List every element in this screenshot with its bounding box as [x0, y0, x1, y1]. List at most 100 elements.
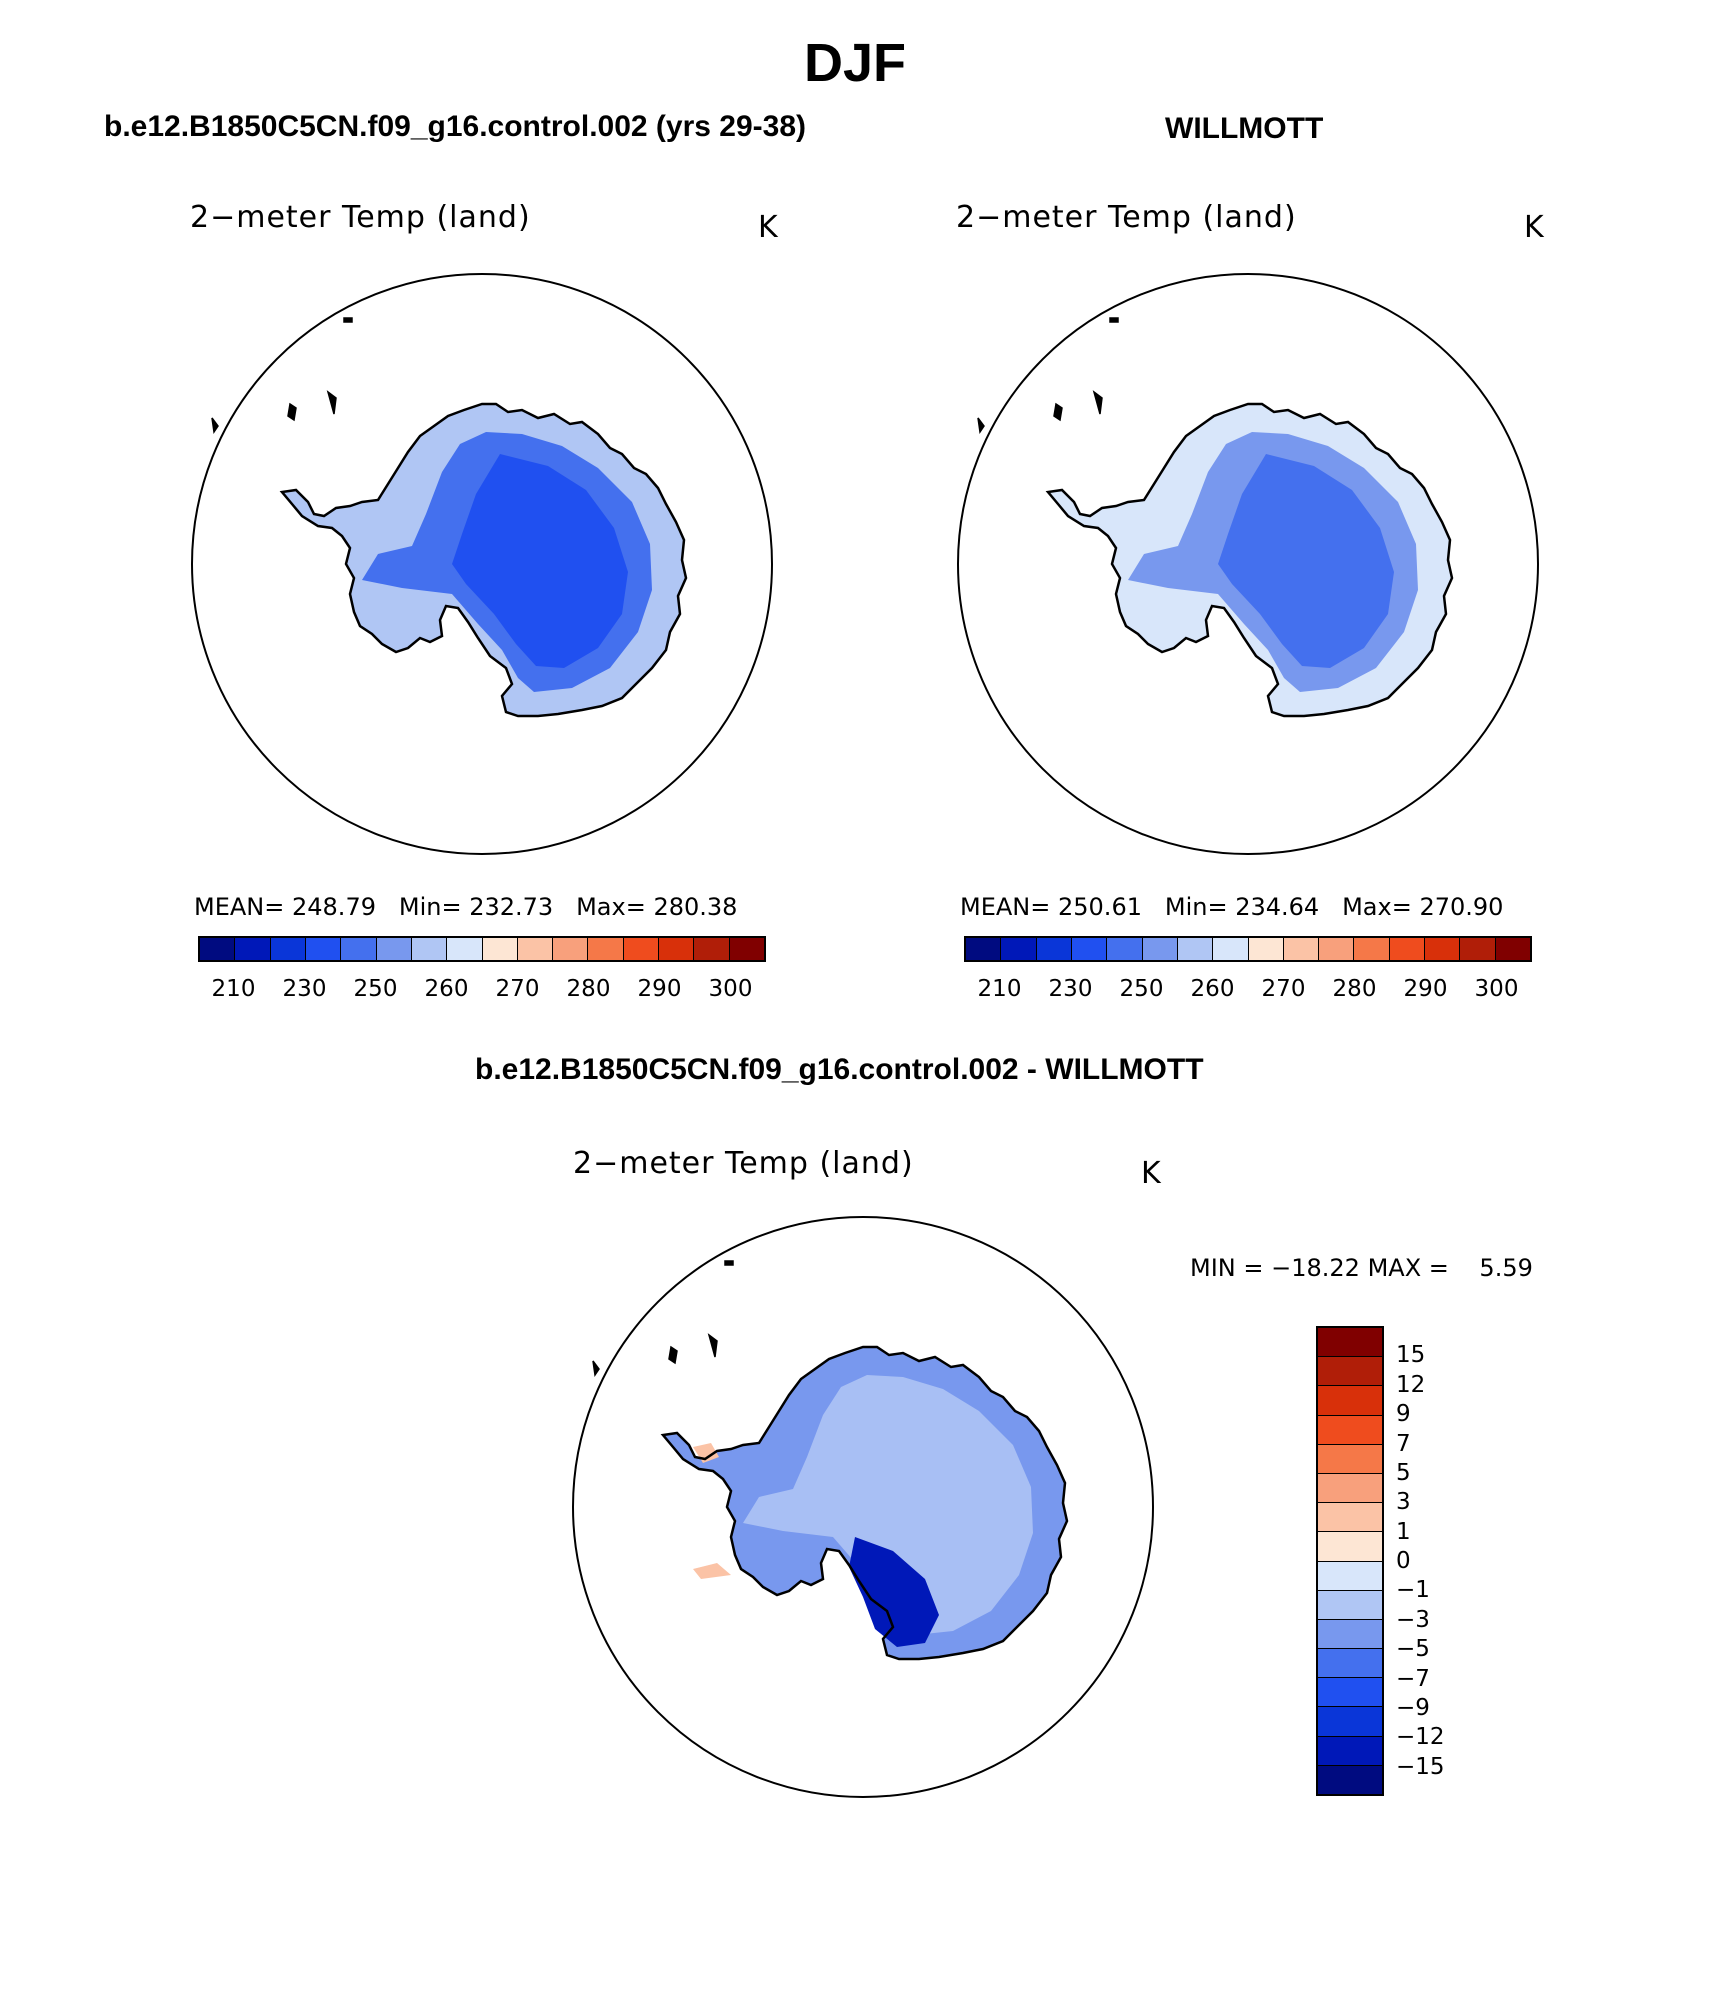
- panel2-colorbar-segment: [1107, 938, 1143, 960]
- panel1-colorbar-segment: [270, 938, 306, 960]
- panel2-min-label: Min=: [1164, 893, 1228, 921]
- panel2-colorbar-segment: [1177, 938, 1214, 960]
- panel3-colorbar-tick-label: 15: [1396, 1342, 1426, 1369]
- panel1-colorbar-tick-label: 290: [637, 976, 682, 1002]
- panel2-colorbar-tick-label: 260: [1190, 976, 1235, 1002]
- panel3-colorbar-segment: [1318, 1415, 1382, 1445]
- panel3-colorbar-segment: [1318, 1561, 1382, 1591]
- panel1-colorbar-segment: [517, 938, 554, 960]
- panel3-colorbar-segment: [1318, 1532, 1382, 1562]
- panel3-colorbar-tick-label: −12: [1396, 1724, 1445, 1751]
- panel3-colorbar-segment: [1318, 1707, 1382, 1737]
- panel2-colorbar: [964, 936, 1532, 962]
- panel2-field-label: 2−meter Temp (land): [956, 200, 1297, 235]
- panel2-colorbar-tick-label: 280: [1332, 976, 1377, 1002]
- panel2-colorbar-segment: [1213, 938, 1249, 960]
- panel3-colorbar-segment: [1318, 1765, 1382, 1794]
- panel3-colorbar-tick-label: −9: [1396, 1694, 1430, 1721]
- panel2-colorbar-segment: [1425, 938, 1461, 960]
- panel1-colorbar-segment: [482, 938, 518, 960]
- panel1-stats: MEAN= 248.79 Min= 232.73 Max= 280.38: [194, 893, 737, 921]
- panel2-colorbar-tick-label: 250: [1119, 976, 1164, 1002]
- panel3-colorbar-tick-label: 0: [1396, 1548, 1411, 1574]
- panel3-max-label: MAX =: [1367, 1254, 1449, 1282]
- panel3-colorbar-tick-label: −15: [1396, 1753, 1445, 1780]
- panel3-colorbar-tick-label: 12: [1396, 1371, 1426, 1398]
- panel2-units: K: [1524, 210, 1545, 245]
- panel1-colorbar-tick-label: 300: [708, 976, 753, 1002]
- panel3-colorbar: [1316, 1326, 1384, 1796]
- panel3-colorbar-tick-label: 5: [1396, 1459, 1411, 1486]
- panel2-colorbar-segment: [1389, 938, 1426, 960]
- panel2-colorbar-segment: [1495, 938, 1530, 960]
- panel1-colorbar-segment: [694, 938, 730, 960]
- panel1-colorbar-tick-label: 250: [353, 976, 398, 1002]
- panel3-heading: b.e12.B1850C5CN.f09_g16.control.002 - WI…: [475, 1053, 1204, 1086]
- panel2-min-value: 234.64: [1235, 893, 1320, 921]
- panel3-colorbar-segment: [1318, 1503, 1382, 1533]
- panel1-units: K: [758, 210, 779, 245]
- panel3-min-value: −18.22: [1271, 1254, 1360, 1282]
- panel1-colorbar-segment: [588, 938, 624, 960]
- panel2-colorbar-segment: [1071, 938, 1108, 960]
- figure-title: DJF: [803, 33, 906, 93]
- panel2-colorbar-ticks: 210 230 250 260 270 280 290 300: [964, 976, 1532, 1006]
- panel3-colorbar-segment: [1318, 1328, 1382, 1358]
- panel3-colorbar-tick-label: 7: [1396, 1430, 1411, 1457]
- panel1-colorbar-segment: [200, 938, 236, 960]
- panel1-field-label: 2−meter Temp (land): [190, 200, 531, 235]
- panel1-colorbar-segment: [411, 938, 448, 960]
- panel2-colorbar-tick-label: 300: [1474, 976, 1519, 1002]
- panel2-islands: [977, 317, 1119, 435]
- panel2-colorbar-segment: [1283, 938, 1320, 960]
- panel1-colorbar-segment: [305, 938, 342, 960]
- panel2-mean-value: 250.61: [1058, 893, 1142, 921]
- panel1-colorbar-tick-label: 230: [282, 976, 327, 1002]
- panel3-colorbar-tick-label: 3: [1396, 1489, 1411, 1516]
- panel1-colorbar-segment: [659, 938, 695, 960]
- panel2-colorbar-tick-label: 290: [1403, 976, 1448, 1002]
- panel3-colorbar-tick-label: −1: [1396, 1577, 1430, 1604]
- panel1-colorbar-ticks: 210 230 250 260 270 280 290 300: [198, 976, 766, 1006]
- panel1-colorbar-segment: [376, 938, 412, 960]
- panel2-heading: WILLMOTT: [1165, 112, 1324, 145]
- panel1-colorbar-tick-label: 280: [566, 976, 611, 1002]
- panel2-colorbar-segment: [966, 938, 1002, 960]
- panel1-max-value: 280.38: [653, 893, 738, 921]
- panel2-colorbar-segment: [1248, 938, 1284, 960]
- panel3-colorbar-tick-label: 1: [1396, 1518, 1411, 1545]
- panel1-colorbar-tick-label: 260: [424, 976, 469, 1002]
- panel2-colorbar-tick-label: 230: [1048, 976, 1093, 1002]
- panel3-colorbar-segment: [1318, 1590, 1382, 1620]
- panel3-max-value: 5.59: [1479, 1254, 1533, 1282]
- panel2-colorbar-tick-label: 270: [1261, 976, 1306, 1002]
- panel1-colorbar-segment: [447, 938, 483, 960]
- panel2-colorbar-tick-label: 210: [977, 976, 1022, 1002]
- panel1-min-value: 232.73: [469, 893, 554, 921]
- panel1-colorbar-segment: [235, 938, 271, 960]
- panel1-colorbar-tick-label: 210: [211, 976, 256, 1002]
- panel3-colorbar-segment: [1318, 1444, 1382, 1474]
- panel3-field-label: 2−meter Temp (land): [573, 1146, 914, 1181]
- panel3-colorbar-ticks: 15 12 9 7 5 3 1 0 −1 −3 −5 −7 −9 −12 −15: [1396, 1326, 1476, 1796]
- panel1-heading: b.e12.B1850C5CN.f09_g16.control.002 (yrs…: [104, 110, 807, 143]
- panel1-mean-value: 248.79: [292, 893, 376, 921]
- panel3-stats: MIN = −18.22 MAX = 5.59: [1190, 1254, 1533, 1282]
- panel1-colorbar: [198, 936, 766, 962]
- panel1-colorbar-tick-label: 270: [495, 976, 540, 1002]
- panel3-colorbar-segment: [1318, 1357, 1382, 1387]
- panel3-colorbar-segment: [1318, 1473, 1382, 1504]
- panel1-map: [191, 273, 773, 855]
- panel1-max-label: Max=: [576, 893, 646, 921]
- panel2-colorbar-segment: [1001, 938, 1037, 960]
- panel1-colorbar-segment: [623, 938, 660, 960]
- panel2-colorbar-segment: [1319, 938, 1355, 960]
- panel3-islands: [592, 1260, 734, 1378]
- panel1-colorbar-segment: [729, 938, 764, 960]
- panel1-colorbar-segment: [553, 938, 589, 960]
- panel2-map: [957, 273, 1539, 855]
- panel3-colorbar-tick-label: −5: [1396, 1636, 1430, 1663]
- panel3-map: [572, 1216, 1154, 1798]
- panel2-colorbar-segment: [1460, 938, 1496, 960]
